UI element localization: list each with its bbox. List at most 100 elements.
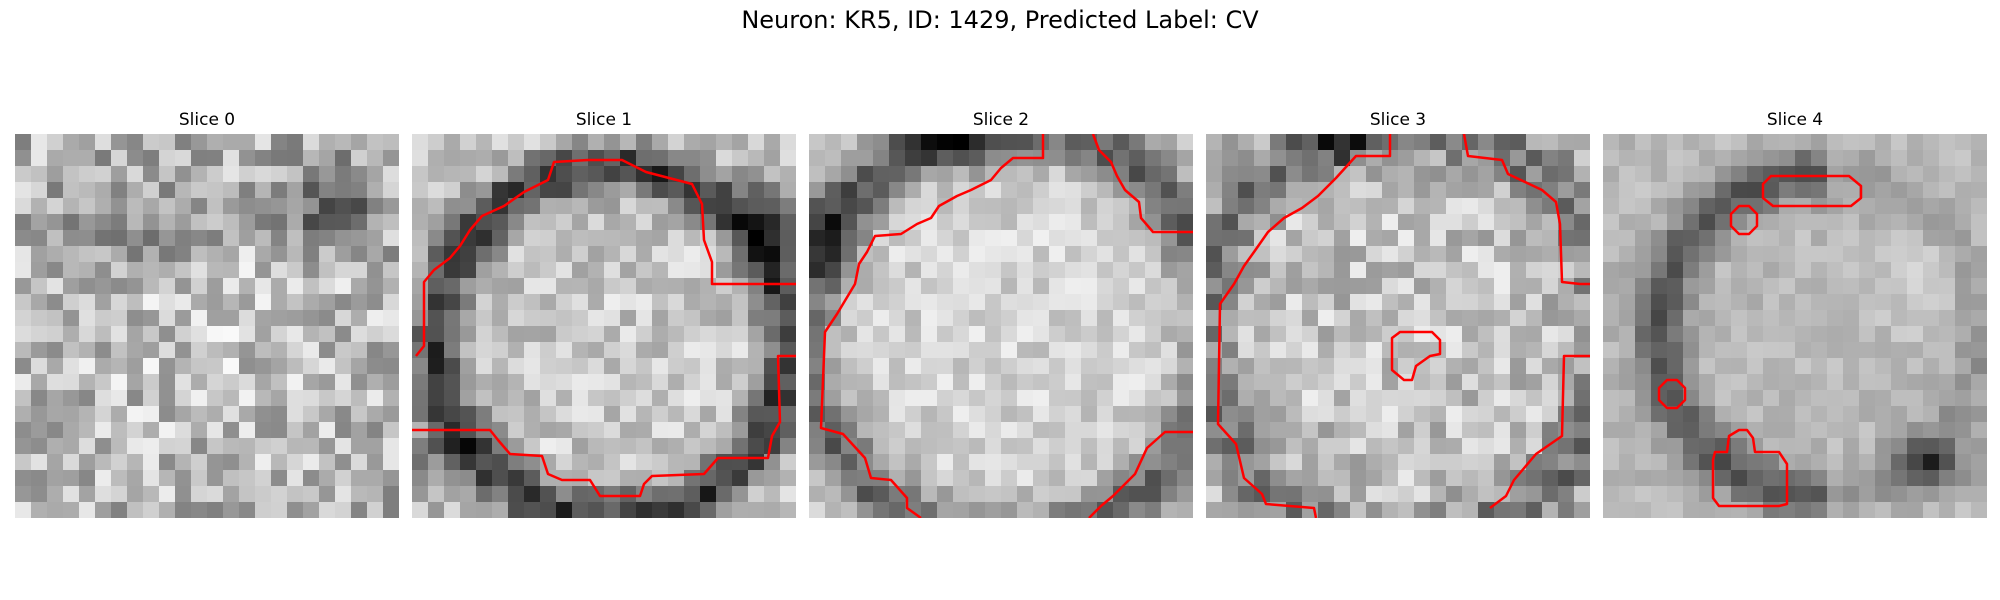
pixel-cell <box>223 502 239 518</box>
pixel-cell <box>1161 150 1177 166</box>
pixel-cell <box>1715 230 1731 246</box>
pixel-cell <box>1923 470 1939 486</box>
pixel-cell <box>1033 406 1049 422</box>
pixel-cell <box>1795 134 1811 150</box>
pixel-cell <box>412 326 428 342</box>
pixel-cell <box>1939 278 1955 294</box>
pixel-cell <box>556 358 572 374</box>
pixel-cell <box>95 326 111 342</box>
pixel-cell <box>809 198 825 214</box>
pixel-cell <box>1430 310 1446 326</box>
pixel-cell <box>1414 230 1430 246</box>
pixel-cell <box>921 486 937 502</box>
pixel-cell <box>1017 470 1033 486</box>
pixel-cell <box>1129 358 1145 374</box>
pixel-cell <box>1446 262 1462 278</box>
pixel-cell <box>1619 390 1635 406</box>
pixel-cell <box>921 310 937 326</box>
pixel-cell <box>540 214 556 230</box>
pixel-cell <box>556 150 572 166</box>
pixel-cell <box>748 278 764 294</box>
pixel-cell <box>63 246 79 262</box>
pixel-cell <box>1574 198 1590 214</box>
pixel-cell <box>1811 246 1827 262</box>
pixel-cell <box>1699 502 1715 518</box>
pixel-cell <box>79 198 95 214</box>
pixel-cell <box>1334 198 1350 214</box>
pixel-cell <box>1939 390 1955 406</box>
pixel-cell <box>921 358 937 374</box>
pixel-cell <box>460 150 476 166</box>
pixel-cell <box>1891 470 1907 486</box>
pixel-cell <box>1510 150 1526 166</box>
pixel-cell <box>1763 438 1779 454</box>
pixel-cell <box>95 358 111 374</box>
pixel-cell <box>508 374 524 390</box>
pixel-cell <box>412 502 428 518</box>
pixel-cell <box>1414 454 1430 470</box>
pixel-cell <box>636 422 652 438</box>
pixel-cell <box>1382 454 1398 470</box>
pixel-cell <box>303 422 319 438</box>
pixel-cell <box>1238 150 1254 166</box>
pixel-cell <box>508 182 524 198</box>
pixel-cell <box>985 134 1001 150</box>
pixel-cell <box>476 150 492 166</box>
pixel-cell <box>271 150 287 166</box>
pixel-cell <box>1033 358 1049 374</box>
pixel-cell <box>652 390 668 406</box>
pixel-cell <box>764 454 780 470</box>
pixel-cell <box>1430 214 1446 230</box>
pixel-cell <box>207 358 223 374</box>
pixel-cell <box>1635 246 1651 262</box>
pixel-cell <box>1318 422 1334 438</box>
pixel-cell <box>921 390 937 406</box>
pixel-cell <box>1683 502 1699 518</box>
pixel-cell <box>1494 374 1510 390</box>
pixel-cell <box>1795 342 1811 358</box>
pixel-cell <box>239 134 255 150</box>
pixel-cell <box>1683 310 1699 326</box>
pixel-cell <box>367 374 383 390</box>
pixel-cell <box>1635 342 1651 358</box>
pixel-cell <box>604 358 620 374</box>
pixel-cell <box>444 342 460 358</box>
pixel-cell <box>303 214 319 230</box>
pixel-cell <box>1462 326 1478 342</box>
pixel-cell <box>412 134 428 150</box>
pixel-cell <box>1065 438 1081 454</box>
pixel-cell <box>335 454 351 470</box>
pixel-cell <box>287 182 303 198</box>
pixel-cell <box>1302 246 1318 262</box>
pixel-cell <box>684 342 700 358</box>
pixel-cell <box>969 134 985 150</box>
pixel-cell <box>1651 214 1667 230</box>
pixel-cell <box>319 182 335 198</box>
pixel-cell <box>1939 166 1955 182</box>
pixel-cell <box>143 134 159 150</box>
pixel-cell <box>1811 134 1827 150</box>
pixel-cell <box>159 246 175 262</box>
pixel-cell <box>303 246 319 262</box>
pixel-cell <box>1145 278 1161 294</box>
pixel-cell <box>1254 502 1270 518</box>
pixel-cell <box>1939 262 1955 278</box>
pixel-cell <box>652 310 668 326</box>
pixel-cell <box>748 230 764 246</box>
pixel-cell <box>1145 358 1161 374</box>
pixel-cell <box>1939 406 1955 422</box>
pixel-cell <box>1763 502 1779 518</box>
pixel-cell <box>1939 454 1955 470</box>
pixel-cell <box>700 326 716 342</box>
pixel-cell <box>111 214 127 230</box>
pixel-cell <box>492 358 508 374</box>
pixel-cell <box>351 134 367 150</box>
pixel-cell <box>1302 166 1318 182</box>
pixel-cell <box>63 230 79 246</box>
pixel-cell <box>556 502 572 518</box>
slice-3-title: Slice 3 <box>1369 110 1427 130</box>
pixel-cell <box>335 390 351 406</box>
pixel-cell <box>1398 310 1414 326</box>
pixel-cell <box>748 406 764 422</box>
pixel-cell <box>1779 326 1795 342</box>
